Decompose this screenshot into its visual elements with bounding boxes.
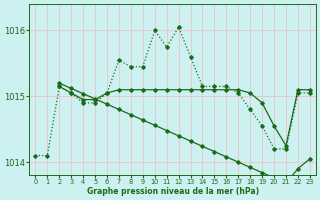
X-axis label: Graphe pression niveau de la mer (hPa): Graphe pression niveau de la mer (hPa) <box>87 187 259 196</box>
